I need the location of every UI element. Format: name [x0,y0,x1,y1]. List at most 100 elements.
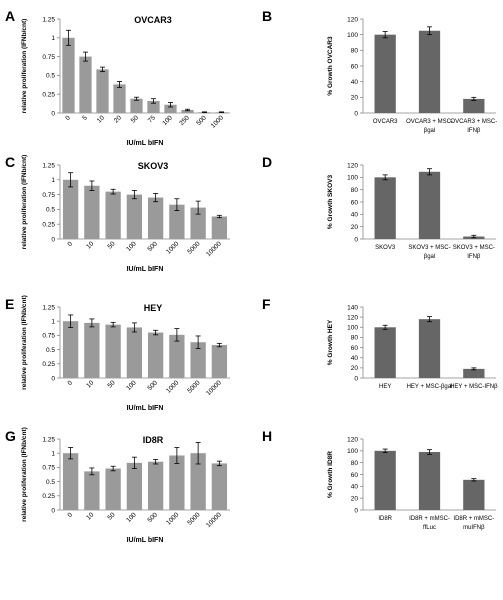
x-tick-label: 50 [106,379,116,389]
y-tick-label: 0.25 [42,222,55,229]
error-bar [174,447,180,464]
error-bar [110,188,116,195]
x-category-line: IFNβ [467,254,481,260]
bar [164,104,177,113]
y-tick-label: 60 [351,345,359,352]
x-tick-label: 5 [81,114,89,122]
y-tick-label: 0.75 [42,54,55,61]
y-tick-label: 0 [354,507,358,514]
error-bar [195,335,201,349]
y-tick-label: 0 [51,507,55,514]
y-tick-label: 1.25 [42,162,55,169]
panel-c: C SKOV3 0 0.25 0.5 0.75 1 1.25 relative prolifer… [5,154,230,273]
bar [84,185,100,239]
y-tick-label: 120 [347,16,358,23]
y-tick-label: 80 [351,335,359,342]
x-category-label: HEY + MSC-IFNβ [450,384,498,390]
x-tick-label: 50 [106,240,116,250]
error-bar [382,448,388,454]
x-axis-title: IU/mL bIFN [127,266,164,273]
y-tick-label: 20 [351,495,359,502]
y-tick-label: 100 [347,32,358,39]
x-category-label: SKOV3 + MSC- IFNβ [453,245,495,260]
error-bar [202,111,207,114]
bar [463,98,485,113]
panel-d: D 0 20 40 60 80 100 120 % Growth SKOV3 SKOV3 SKOV3… [262,154,496,260]
y-tick-label: 40 [351,355,359,362]
y-tick-label: 60 [351,472,359,479]
x-category-label: SKOV3 [375,245,396,251]
x-category-line: OVCAR3 + MSC- [450,119,497,125]
x-category-line: HEY + MSC-βgal [407,384,453,390]
error-bar [110,321,116,328]
panel-letter: B [262,8,272,24]
error-bar [153,329,159,336]
error-bar [382,31,388,39]
y-axis-title: % Growth ID8R [327,451,334,498]
bar [147,100,160,113]
y-tick-label: 1 [51,451,55,458]
error-bar [131,190,137,200]
error-bar [89,318,95,328]
y-axis-title: relative proliferation (IFNb/cnt) [21,427,28,522]
y-tick-label: 120 [347,162,358,169]
x-tick-label: 10 [85,379,95,389]
x-category-line: SKOV3 + MSC- [408,245,450,251]
error-bar [471,234,477,239]
x-category-line: HEY [379,384,391,390]
bar [113,84,126,113]
bar [463,479,485,510]
error-bar [471,478,477,482]
y-tick-label: 100 [347,175,358,182]
y-tick-label: 0.5 [46,207,55,214]
error-bar [427,449,432,455]
y-axis-title: relative proliferation (IFNb/cnt) [21,295,28,390]
x-tick-label: 250 [178,114,191,127]
panel-h: H 0 20 40 60 80 100 120 % Growth ID8R ID8R ID8R + … [262,428,496,531]
y-tick-label: 20 [351,365,359,372]
x-tick-label: 50 [130,114,140,124]
y-tick-label: 0 [354,375,358,382]
error-bar [134,96,139,101]
bar [463,368,485,378]
x-tick-label: 0 [67,379,75,387]
y-tick-label: 1 [51,35,55,42]
y-tick-label: 0.5 [46,479,55,486]
error-bar [382,174,388,181]
error-bar [117,81,122,88]
y-tick-label: 140 [347,304,358,311]
y-tick-label: 0.25 [42,361,55,368]
x-tick-label: 1000 [210,114,225,129]
y-tick-label: 0.75 [42,192,55,199]
x-axis-title: IU/mL bIFN [127,405,164,412]
error-bar [427,26,432,36]
y-tick-label: 0.25 [42,92,55,99]
panel-letter: C [5,154,15,170]
panel-title: HEY [144,303,163,313]
x-category-label: HEY [379,384,391,390]
bar [418,30,441,113]
y-axis-title: relative proliferation (IFNb/cnt) [21,19,28,114]
x-category-label: SKOV3 + MSC-βgal [408,245,450,260]
error-bar [168,102,173,108]
x-tick-label: 500 [146,511,159,524]
bar [62,321,79,378]
error-bar [427,168,432,176]
error-bar [185,108,190,112]
x-tick-label: 100 [161,114,174,127]
error-bar [174,328,180,342]
bar [181,109,194,113]
bar [130,98,143,113]
x-tick-label: 100 [125,379,138,392]
x-tick-label: 10000 [205,379,223,397]
y-tick-label: 100 [347,448,358,455]
x-category-line: OVCAR3 + MSC- [406,119,453,125]
bar [62,37,75,113]
y-tick-label: 0 [51,236,55,243]
x-category-line: muIFNβ [463,525,485,531]
error-bar [68,314,74,328]
bar [374,34,396,113]
x-tick-label: 0 [67,240,75,248]
y-tick-label: 60 [351,199,359,206]
error-bar [195,442,201,465]
